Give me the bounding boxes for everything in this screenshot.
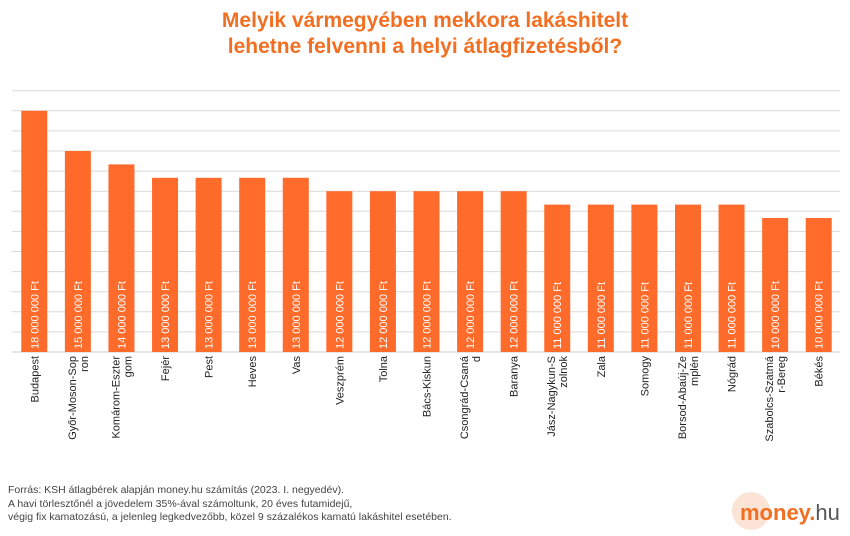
category-label: Baranya [509,355,521,397]
category-label: ron [79,356,91,372]
category-label: Csongrád-Csaná [459,355,471,439]
chart-title-line-2: lehetne felvenni a helyi átlagfizetésből… [227,35,623,58]
chart-title-line-1: Melyik vármegyében mekkora lakáshitelt [221,9,629,32]
category-label: Budapest [29,356,41,402]
category-label: Fejér [160,356,172,381]
category-label: d [471,356,483,362]
category-label: Vas [291,356,303,375]
bar [805,218,832,352]
bar-value-label: 15 000 000 Ft [73,281,85,349]
money-hu-logo: money.hu [732,492,844,532]
footer-notes: Forrás: KSH átlagbérek alapján money.hu … [8,484,452,525]
bar-value-label: 11 000 000 Ft [596,282,608,349]
category-label: Jász-Nagykun-S [546,356,558,437]
bar [413,191,440,352]
chart-title: Melyik vármegyében mekkora lakáshitelt l… [0,8,850,60]
bar-value-label: 11 000 000 Ft [727,282,739,349]
bar-value-label: 12 000 000 Ft [378,281,390,349]
category-label: Bács-Kiskun [422,356,434,417]
logo-tld: hu [815,500,840,525]
bar [282,177,309,352]
category-label: Heves [247,356,259,388]
bar-value-label: 14 000 000 Ft [116,281,128,349]
footer-note-2: végig fix kamatozású, a jelenleg legkedv… [8,511,452,523]
category-label: Borsod-Abaúj-Ze [677,356,689,439]
category-label: Somogy [639,356,651,397]
category-label: Veszprém [334,356,346,405]
bar [457,191,484,352]
bar-value-label: 11 000 000 Ft [552,282,564,349]
category-label: r-Bereg [776,356,788,393]
bar-value-label: 13 000 000 Ft [247,281,259,349]
bar-value-label: 11 000 000 Ft [639,282,651,349]
logo-brand: money [740,500,810,525]
bar-value-label: 13 000 000 Ft [204,281,216,349]
bar-value-label: 18 000 000 Ft [29,281,41,349]
category-label: gom [122,356,134,377]
bar [152,177,179,352]
bar [64,151,91,352]
category-label: Békés [814,356,826,387]
category-label: Komárom-Eszter [110,356,122,439]
bar-chart: 18 000 000 Ft Budapest 15 000 000 Ft Győr-M… [12,90,840,442]
bar [108,164,135,352]
bar [369,191,396,352]
bar [544,204,571,352]
bar [674,204,701,352]
logo-text: money.hu [740,500,840,526]
footer-source: Forrás: KSH átlagbérek alapján money.hu … [8,484,344,496]
bar [326,191,353,352]
bar [195,177,222,352]
category-label: mplén [689,356,701,386]
category-label: zolnok [558,356,570,388]
bar [587,204,614,352]
category-label: Győr-Moson-Sop [67,356,79,440]
bar-value-label: 12 000 000 Ft [465,281,477,349]
bar [718,204,745,352]
logo-ring-icon [732,492,770,530]
bar [631,204,658,352]
bar-value-label: 12 000 000 Ft [334,281,346,349]
bar-value-label: 13 000 000 Ft [291,281,303,349]
bar-value-label: 13 000 000 Ft [160,281,172,349]
gridlines [12,90,840,333]
category-label: Tolna [378,355,390,382]
category-label: Pest [204,356,216,378]
logo-dot: . [809,500,816,525]
bar [762,218,789,352]
category-label: Zala [596,355,608,377]
bar-value-label: 11 000 000 Ft [683,282,695,349]
footer-note-1: A havi törlesztőnél a jövedelem 35%-ával… [8,497,353,510]
bar [500,191,527,352]
bar [239,177,266,352]
category-label: Nógrád [727,356,739,392]
bar-value-label: 12 000 000 Ft [422,281,434,349]
bar-value-label: 10 000 000 Ft [814,281,826,349]
bar [21,110,48,352]
category-label: Szabolcs-Szatmá [764,355,776,441]
bar-value-label: 10 000 000 Ft [770,281,782,349]
bar-value-label: 12 000 000 Ft [509,281,521,349]
